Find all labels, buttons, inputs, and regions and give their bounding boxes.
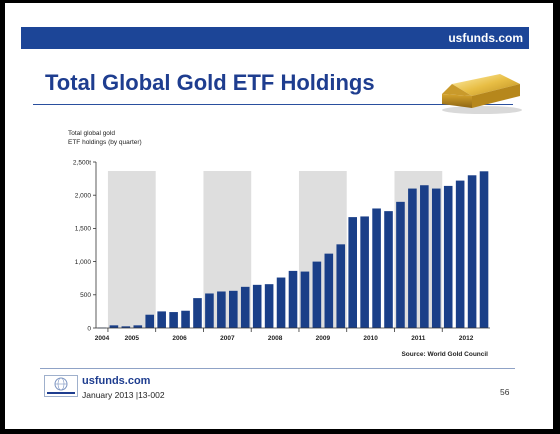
- us-global-investors-logo: [44, 375, 78, 397]
- x-tick-label: 2005: [125, 335, 140, 342]
- footer-site-link[interactable]: usfunds.com: [82, 375, 151, 387]
- header-site-link[interactable]: usfunds.com: [448, 31, 523, 45]
- footer-divider: [40, 368, 515, 369]
- title-divider: [33, 104, 513, 105]
- bar: [443, 185, 453, 328]
- bar: [157, 311, 166, 328]
- bar: [276, 277, 286, 328]
- y-tick-label: 2,500t: [73, 159, 91, 166]
- x-tick-label: 2009: [316, 335, 331, 342]
- bar: [384, 211, 393, 328]
- bar: [408, 188, 417, 328]
- bar: [336, 244, 346, 328]
- shaded-year-band: [107, 171, 156, 328]
- x-tick-label: 2007: [220, 335, 235, 342]
- x-tick-label: 2006: [172, 335, 187, 342]
- bar: [396, 201, 405, 328]
- bar: [229, 290, 238, 328]
- bar: [240, 286, 250, 328]
- bar: [312, 261, 322, 328]
- x-tick-label: 2010: [363, 335, 378, 342]
- x-tick-label: 2008: [268, 335, 283, 342]
- chart-title-line-1: Total global gold: [68, 130, 115, 137]
- bar: [324, 253, 334, 328]
- bar: [109, 325, 119, 328]
- bar: [217, 291, 226, 328]
- gold-etf-chart: Total global gold ETF holdings (by quart…: [68, 130, 490, 358]
- page-number: 56: [500, 387, 510, 397]
- chart-title-line-2: ETF holdings (by quarter): [68, 139, 142, 146]
- x-tick-label: 2004: [95, 335, 110, 342]
- bar: [121, 326, 131, 328]
- bar: [193, 298, 202, 328]
- bar: [252, 284, 262, 328]
- bar: [205, 293, 214, 328]
- bar: [479, 171, 489, 328]
- bar: [360, 216, 369, 328]
- y-tick-label: 1,000: [75, 259, 92, 266]
- y-tick-label: 1,500: [75, 226, 92, 233]
- bar: [288, 270, 298, 328]
- bar: [348, 217, 357, 328]
- x-tick-label: 2012: [459, 335, 474, 342]
- bar: [372, 208, 381, 328]
- bar: [300, 271, 310, 328]
- page-title: Total Global Gold ETF Holdings: [45, 70, 375, 95]
- bar: [455, 180, 465, 328]
- bar: [181, 310, 190, 328]
- bar: [145, 314, 155, 328]
- y-tick-label: 0: [87, 325, 91, 332]
- header-bar: usfunds.com: [21, 27, 529, 49]
- bar: [467, 175, 477, 328]
- footer-date-code: January 2013 |13-002: [82, 390, 165, 400]
- chart-source: Source: World Gold Council: [401, 351, 488, 358]
- bar: [133, 325, 143, 328]
- y-tick-label: 2,000: [75, 193, 92, 200]
- x-tick-label: 2011: [411, 335, 425, 342]
- bar: [169, 312, 178, 328]
- gold-bar-icon: [442, 74, 522, 114]
- bar: [431, 188, 441, 328]
- y-tick-label: 500: [80, 292, 91, 299]
- bar: [420, 185, 429, 328]
- bar: [264, 284, 274, 328]
